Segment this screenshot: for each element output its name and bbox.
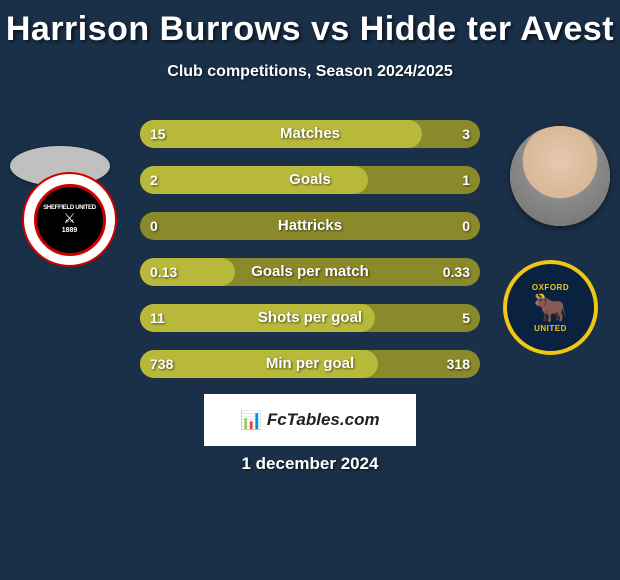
stat-label: Matches [140, 120, 480, 148]
stat-label: Shots per goal [140, 304, 480, 332]
stat-value-right: 3 [462, 120, 470, 148]
stats-area: Matches15 3 Goals2 1 Hattricks0 0 Goals per ma… [0, 116, 620, 392]
stat-row: Goals2 1 [0, 162, 620, 198]
chart-icon: 📊 [240, 410, 262, 431]
stat-value-right: 1 [462, 166, 470, 194]
stat-value-right: 0.33 [443, 258, 470, 286]
page-title: Harrison Burrows vs Hidde ter Avest [0, 0, 620, 49]
stat-value-right: 5 [462, 304, 470, 332]
attribution-text: FcTables.com [267, 410, 380, 430]
stat-value-right: 318 [447, 350, 470, 378]
stat-row: Min per goal738 318 [0, 346, 620, 382]
stat-row: Matches15 3 [0, 116, 620, 152]
stat-label: Goals [140, 166, 480, 194]
stat-value-right: 0 [462, 212, 470, 240]
stat-value-left: 738 [150, 350, 173, 378]
stat-row: Goals per match0.13 0.33 [0, 254, 620, 290]
stat-value-left: 2 [150, 166, 158, 194]
stat-value-left: 15 [150, 120, 166, 148]
stat-value-left: 0.13 [150, 258, 177, 286]
stat-label: Min per goal [140, 350, 480, 378]
page-subtitle: Club competitions, Season 2024/2025 [0, 63, 620, 81]
date-text: 1 december 2024 [0, 454, 620, 474]
stat-row: Hattricks0 0 [0, 208, 620, 244]
stat-value-left: 11 [150, 304, 165, 332]
stat-row: Shots per goal11 5 [0, 300, 620, 336]
stat-label: Hattricks [140, 212, 480, 240]
stat-value-left: 0 [150, 212, 158, 240]
stat-label: Goals per match [140, 258, 480, 286]
attribution-banner: 📊 FcTables.com [204, 394, 416, 446]
